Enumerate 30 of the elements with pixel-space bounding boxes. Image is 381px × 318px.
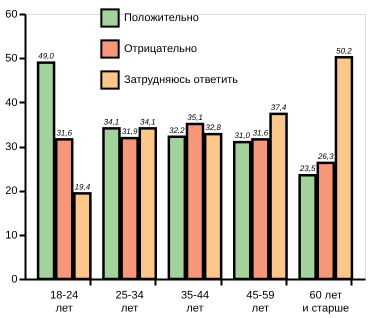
y-tick-label: 50 <box>5 52 18 65</box>
x-tick-label: 60 лет и старше <box>302 290 350 314</box>
legend-label: Затрудняюсь ответить <box>124 74 238 86</box>
data-label: 32,2 <box>169 126 186 135</box>
x-tick-label: 45-59 лет <box>246 290 274 314</box>
x-tick-label: 35-44 лет <box>180 290 210 314</box>
data-label: 31,9 <box>122 127 138 136</box>
data-label: 31,0 <box>234 131 251 140</box>
y-tick-label: 30 <box>5 141 18 153</box>
y-tick-label: 40 <box>5 96 18 109</box>
data-label: 31,6 <box>252 128 269 138</box>
data-label: 31,6 <box>56 128 73 138</box>
y-tick-label: 0 <box>11 274 18 286</box>
data-label: 34,1 <box>104 117 120 126</box>
x-tick-label: 25-34 лет <box>116 290 144 314</box>
data-label: 23,5 <box>298 164 316 174</box>
data-label: 37,4 <box>270 102 287 112</box>
legend-label: Положительно <box>124 12 199 24</box>
data-label: 35,1 <box>187 112 203 122</box>
y-tick-label: 60 <box>5 8 18 20</box>
data-label: 26,3 <box>316 152 334 161</box>
data-label: 50,2 <box>336 46 352 56</box>
data-label: 19,4 <box>74 182 91 192</box>
data-label: 32,8 <box>205 123 222 132</box>
y-tick-label: 10 <box>5 229 18 242</box>
data-label: 34,1 <box>140 117 156 126</box>
data-label: 49,0 <box>38 52 54 61</box>
y-tick-label: 20 <box>5 185 18 198</box>
x-tick-label: 18-24 лет <box>50 290 78 314</box>
legend-label: Отрицательно <box>124 43 198 55</box>
